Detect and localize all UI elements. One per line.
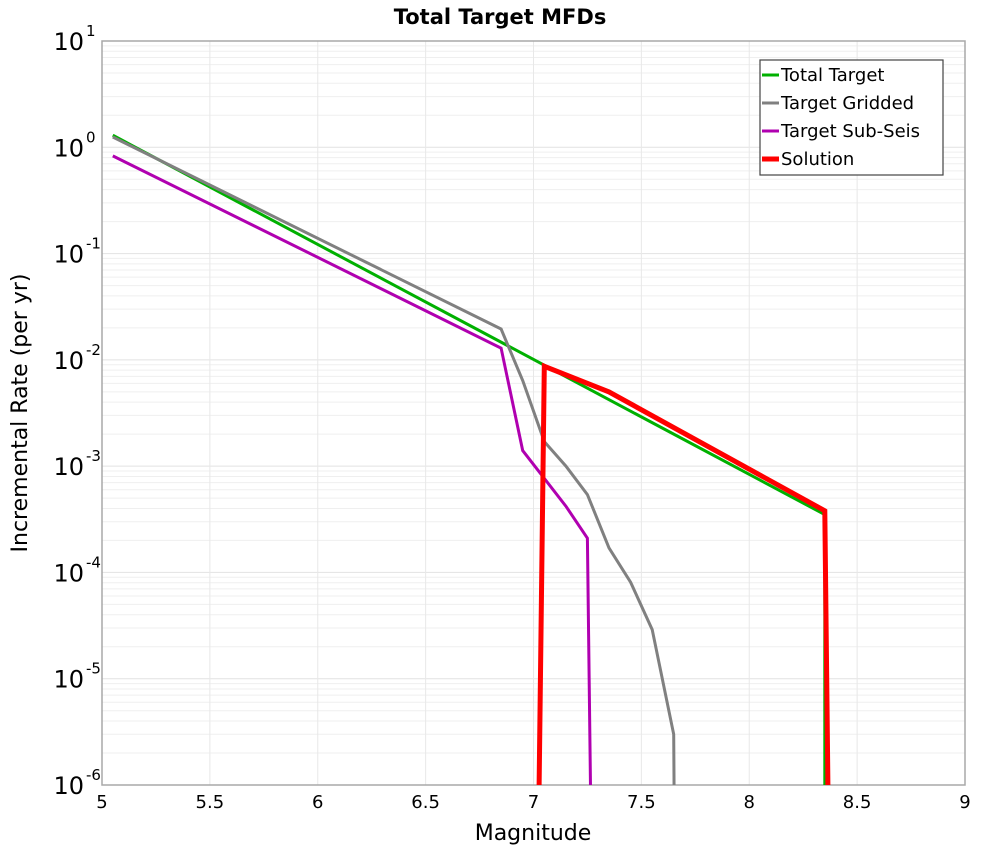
y-tick-base: 10 xyxy=(53,666,84,694)
y-tick-label: 10 -5 xyxy=(53,660,101,694)
x-tick-label: 5 xyxy=(96,792,107,813)
y-tick-exponent: 1 xyxy=(86,22,96,40)
y-tick-label: 10 -3 xyxy=(53,447,101,481)
y-tick-base: 10 xyxy=(53,559,84,587)
y-tick-exponent: -2 xyxy=(86,341,101,359)
y-axis-label: Incremental Rate (per yr) xyxy=(8,274,33,553)
legend: Total Target Target Gridded Target Sub-S… xyxy=(759,59,944,176)
y-tick-exponent: -4 xyxy=(86,553,101,571)
series-solution xyxy=(536,362,831,785)
y-tick-exponent: -3 xyxy=(86,447,101,465)
y-tick-exponent: -5 xyxy=(86,660,101,678)
y-tick-base: 10 xyxy=(53,134,84,162)
y-tick-exponent: -1 xyxy=(86,235,101,253)
y-tick-label: 10 0 xyxy=(53,128,95,162)
legend-label-target-sub-seis: Target Sub-Seis xyxy=(780,121,920,142)
x-tick-label: 6.5 xyxy=(411,792,440,813)
legend-label-solution: Solution xyxy=(781,149,854,170)
y-tick-label: 10 -4 xyxy=(53,553,101,587)
legend-label-target-gridded: Target Gridded xyxy=(780,93,914,114)
x-axis-ticks: 5 5.5 6 6.5 7 7.5 8 8.5 9 xyxy=(96,792,970,813)
x-tick-label: 7 xyxy=(528,792,539,813)
x-tick-label: 9 xyxy=(959,792,970,813)
y-tick-exponent: 0 xyxy=(86,128,96,146)
y-tick-base: 10 xyxy=(53,28,84,56)
x-tick-label: 8 xyxy=(744,792,755,813)
y-tick-base: 10 xyxy=(53,772,84,800)
y-tick-label: 10 1 xyxy=(53,22,95,56)
y-tick-base: 10 xyxy=(53,241,84,269)
x-tick-label: 6 xyxy=(312,792,323,813)
x-axis-label: Magnitude xyxy=(475,821,592,846)
series-target-gridded xyxy=(112,135,676,785)
series-layer xyxy=(112,133,831,785)
plot-grid xyxy=(101,40,966,786)
y-tick-label: 10 -6 xyxy=(53,766,101,800)
legend-item-target-sub-seis: Target Sub-Seis xyxy=(762,121,920,142)
legend-item-total-target: Total Target xyxy=(762,65,884,86)
y-tick-label: 10 -2 xyxy=(53,341,101,375)
x-tick-label: 5.5 xyxy=(196,792,225,813)
chart-title: Total Target MFDs xyxy=(394,5,607,29)
x-tick-label: 8.5 xyxy=(843,792,872,813)
plot-frame xyxy=(101,40,966,786)
legend-item-solution: Solution xyxy=(762,149,854,170)
x-tick-label: 7.5 xyxy=(627,792,656,813)
legend-item-target-gridded: Target Gridded xyxy=(762,93,914,114)
y-tick-base: 10 xyxy=(53,453,84,481)
legend-label-total-target: Total Target xyxy=(780,65,884,86)
y-tick-exponent: -6 xyxy=(86,766,101,784)
y-tick-label: 10 -1 xyxy=(53,235,101,269)
legend-box xyxy=(759,59,944,176)
y-tick-base: 10 xyxy=(53,347,84,375)
